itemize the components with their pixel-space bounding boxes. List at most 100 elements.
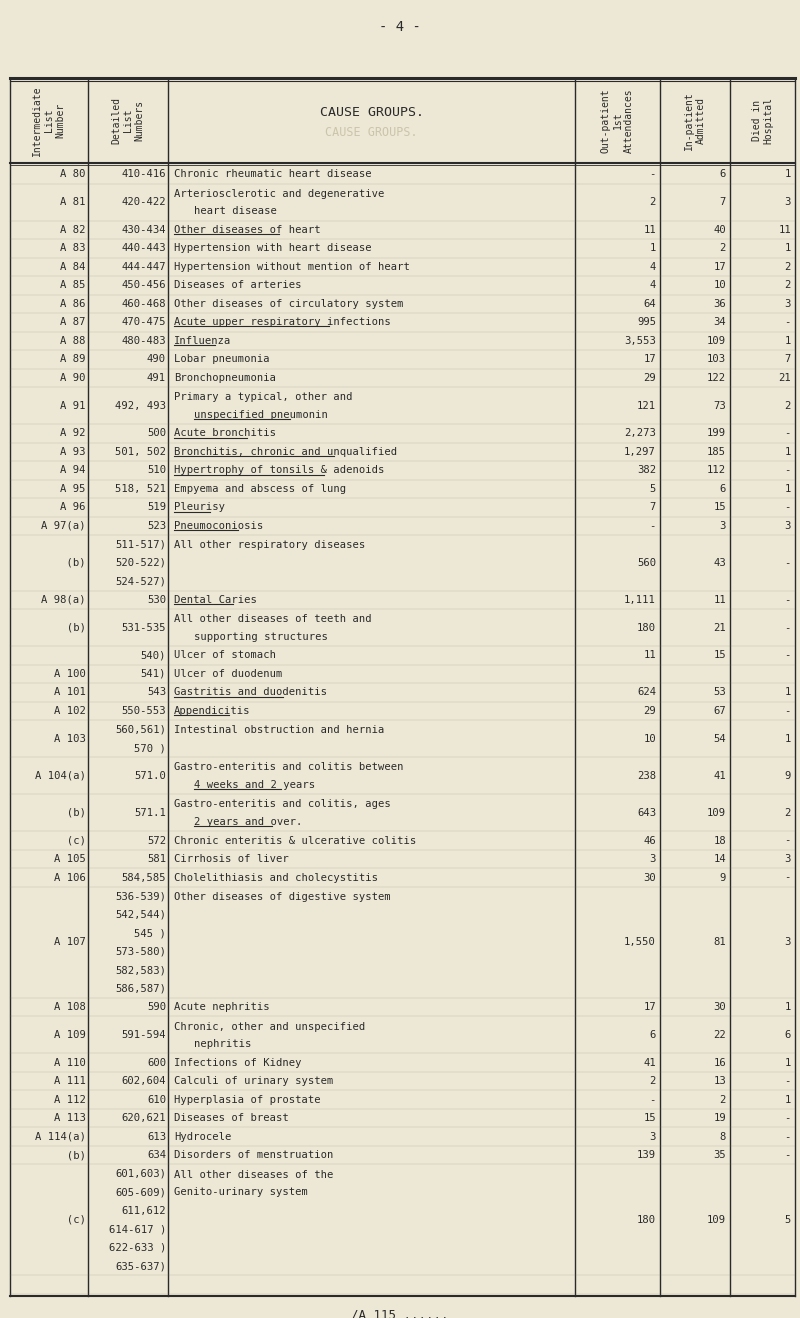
Text: -: -: [650, 521, 656, 531]
Text: - 4 -: - 4 -: [379, 20, 421, 34]
Text: All other respiratory diseases: All other respiratory diseases: [174, 540, 366, 551]
Text: 185: 185: [707, 447, 726, 457]
Text: -: -: [785, 594, 791, 605]
Text: 1: 1: [785, 1095, 791, 1104]
Text: A 82: A 82: [61, 225, 86, 235]
Text: Diseases of breast: Diseases of breast: [174, 1114, 289, 1123]
Text: 550-553: 550-553: [122, 706, 166, 716]
Text: 109: 109: [707, 808, 726, 817]
Text: Primary a typical, other and: Primary a typical, other and: [174, 393, 353, 402]
Text: A 97(a): A 97(a): [42, 521, 86, 531]
Text: 2,273: 2,273: [624, 428, 656, 439]
Text: 3: 3: [785, 299, 791, 308]
Text: -: -: [785, 428, 791, 439]
Text: -: -: [785, 318, 791, 327]
Text: 3: 3: [650, 854, 656, 865]
Text: 41: 41: [643, 1057, 656, 1068]
Text: 34: 34: [714, 318, 726, 327]
Text: A 81: A 81: [61, 196, 86, 207]
Text: Dental Caries: Dental Caries: [174, 594, 257, 605]
Text: -: -: [785, 1077, 791, 1086]
Text: 995: 995: [637, 318, 656, 327]
Text: Other diseases of circulatory system: Other diseases of circulatory system: [174, 299, 403, 308]
Text: -: -: [785, 502, 791, 513]
Text: Gastritis and duodenitis: Gastritis and duodenitis: [174, 688, 327, 697]
Text: 590: 590: [147, 1002, 166, 1012]
Text: Cholelithiasis and cholecystitis: Cholelithiasis and cholecystitis: [174, 873, 378, 883]
Text: 611,612: 611,612: [122, 1206, 166, 1215]
Text: Chronic, other and unspecified: Chronic, other and unspecified: [174, 1021, 366, 1032]
Text: Detailed
List
Numbers: Detailed List Numbers: [111, 98, 145, 144]
Text: 518, 521: 518, 521: [115, 484, 166, 494]
Text: 3: 3: [720, 521, 726, 531]
Text: 560,561): 560,561): [115, 725, 166, 734]
Text: Hyperplasia of prostate: Hyperplasia of prostate: [174, 1095, 321, 1104]
Text: A 102: A 102: [54, 706, 86, 716]
Text: 382: 382: [637, 465, 656, 476]
Text: unspecified pneumonin: unspecified pneumonin: [194, 410, 328, 420]
Text: Hypertension without mention of heart: Hypertension without mention of heart: [174, 262, 410, 272]
Text: All other diseases of the: All other diseases of the: [174, 1169, 334, 1180]
Text: Other diseases of digestive system: Other diseases of digestive system: [174, 892, 390, 902]
Text: 1,297: 1,297: [624, 447, 656, 457]
Text: A 93: A 93: [61, 447, 86, 457]
Text: Cirrhosis of liver: Cirrhosis of liver: [174, 854, 289, 865]
Text: -: -: [650, 169, 656, 179]
Text: 2: 2: [650, 1077, 656, 1086]
Text: A 114(a): A 114(a): [35, 1132, 86, 1141]
Text: -: -: [785, 465, 791, 476]
Text: -: -: [650, 1095, 656, 1104]
Text: 6: 6: [650, 1029, 656, 1040]
Text: A 101: A 101: [54, 688, 86, 697]
Text: 6: 6: [785, 1029, 791, 1040]
Text: 523: 523: [147, 521, 166, 531]
Text: 10: 10: [714, 281, 726, 290]
Text: 519: 519: [147, 502, 166, 513]
Text: Bronchitis, chronic and unqualified: Bronchitis, chronic and unqualified: [174, 447, 397, 457]
Text: A 91: A 91: [61, 401, 86, 411]
Text: (b): (b): [35, 622, 86, 633]
Text: (b): (b): [35, 1151, 86, 1160]
Text: A 88: A 88: [61, 336, 86, 345]
Text: 15: 15: [714, 502, 726, 513]
Text: 35: 35: [714, 1151, 726, 1160]
Text: 4: 4: [650, 281, 656, 290]
Text: Hypertension with heart disease: Hypertension with heart disease: [174, 244, 372, 253]
Text: 470-475: 470-475: [122, 318, 166, 327]
Text: supporting structures: supporting structures: [194, 631, 328, 642]
Text: Appendicitis: Appendicitis: [174, 706, 250, 716]
Text: 17: 17: [714, 262, 726, 272]
Text: Genito-urinary system: Genito-urinary system: [174, 1188, 308, 1197]
Text: 29: 29: [643, 373, 656, 382]
Text: 643: 643: [637, 808, 656, 817]
Text: A 89: A 89: [61, 355, 86, 364]
Text: In-patient
Admitted: In-patient Admitted: [684, 91, 706, 150]
Text: 4: 4: [650, 262, 656, 272]
Text: Intestinal obstruction and hernia: Intestinal obstruction and hernia: [174, 725, 384, 735]
Text: 180: 180: [637, 622, 656, 633]
Text: 624: 624: [637, 688, 656, 697]
Text: Acute bronchitis: Acute bronchitis: [174, 428, 276, 439]
Text: A 103: A 103: [54, 734, 86, 743]
Text: Influenza: Influenza: [174, 336, 231, 345]
Text: 602,604: 602,604: [122, 1077, 166, 1086]
Text: 109: 109: [707, 1215, 726, 1224]
Text: 1: 1: [785, 688, 791, 697]
Text: -: -: [785, 1151, 791, 1160]
Text: 22: 22: [714, 1029, 726, 1040]
Text: Acute upper respiratory infections: Acute upper respiratory infections: [174, 318, 390, 327]
Text: 5: 5: [650, 484, 656, 494]
Text: (b): (b): [35, 808, 86, 817]
Text: 450-456: 450-456: [122, 281, 166, 290]
Text: (c): (c): [35, 1215, 86, 1224]
Text: heart disease: heart disease: [194, 207, 277, 216]
Text: A 98(a): A 98(a): [42, 594, 86, 605]
Text: 199: 199: [707, 428, 726, 439]
Text: A 96: A 96: [61, 502, 86, 513]
Text: -: -: [785, 651, 791, 660]
Text: 11: 11: [643, 651, 656, 660]
Text: 1: 1: [785, 1057, 791, 1068]
Text: Empyema and abscess of lung: Empyema and abscess of lung: [174, 484, 346, 494]
Text: A 104(a): A 104(a): [35, 771, 86, 780]
Text: 9: 9: [785, 771, 791, 780]
